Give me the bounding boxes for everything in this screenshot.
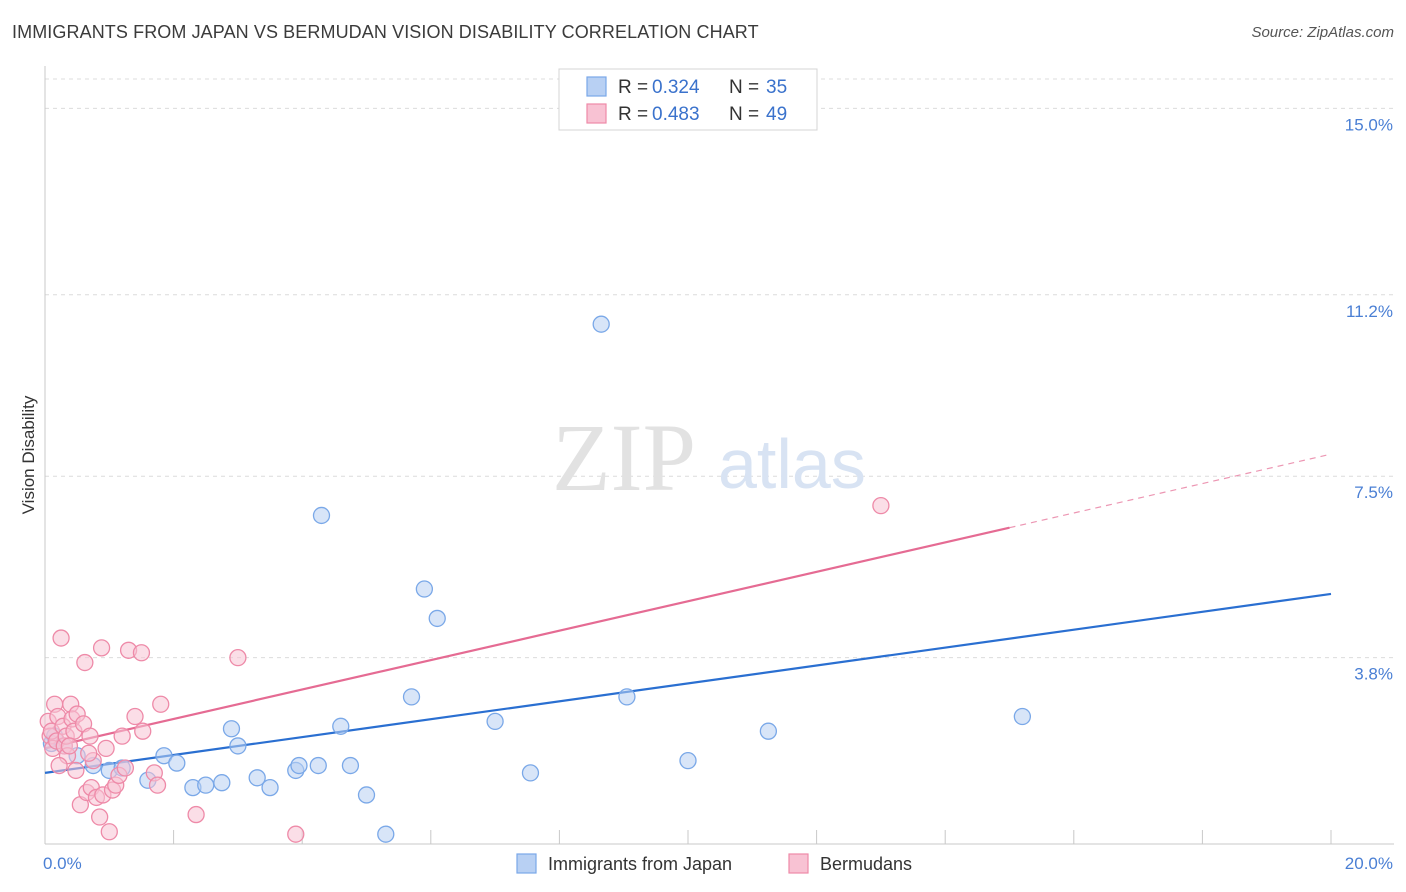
data-point: [76, 653, 94, 672]
data-point: [402, 688, 421, 706]
series-legend-label: Immigrants from Japan: [548, 854, 732, 874]
y-tick-label: 11.2%: [1346, 302, 1393, 321]
data-point: [229, 649, 247, 667]
data-point: [428, 609, 446, 628]
data-point: [187, 805, 205, 824]
data-point: [341, 756, 360, 775]
series-legend: Immigrants from Japan Bermudans: [516, 853, 912, 874]
data-point: [592, 315, 610, 333]
data-point: [97, 739, 115, 758]
data-point: [290, 756, 308, 775]
data-point: [81, 727, 99, 745]
y-tick-label: 3.8%: [1354, 665, 1393, 684]
x-tick-labels: 0.0% 20.0%: [43, 854, 1393, 873]
gridlines: [45, 78, 1394, 659]
legend-n-value: 35: [766, 77, 787, 98]
legend-r-value: 0.483: [652, 104, 700, 125]
data-point: [521, 764, 540, 782]
y-tick-labels: 3.8% 7.5% 11.2% 15.0%: [1345, 115, 1393, 683]
data-point: [332, 717, 350, 735]
trend-line-extension: [1009, 453, 1332, 529]
data-point: [872, 496, 890, 515]
x-tick-label: 0.0%: [43, 854, 82, 873]
data-point: [261, 778, 279, 797]
data-point: [80, 744, 98, 762]
watermark-atlas: atlas: [718, 425, 866, 503]
y-tick-label: 7.5%: [1354, 483, 1393, 502]
data-point: [116, 759, 135, 777]
legend-swatch: [586, 103, 607, 124]
watermark: ZIP atlas: [552, 404, 866, 511]
y-tick-label: 15.0%: [1345, 115, 1393, 134]
data-point: [52, 629, 70, 647]
data-point: [50, 756, 68, 775]
data-point: [486, 712, 504, 731]
series-legend-swatch: [788, 853, 809, 874]
series-legend-swatch: [516, 853, 537, 874]
data-point: [759, 722, 778, 740]
data-point: [126, 707, 144, 726]
chart-title: IMMIGRANTS FROM JAPAN VS BERMUDAN VISION…: [12, 22, 759, 42]
legend-swatch: [586, 76, 607, 97]
legend-r-value: 0.324: [652, 77, 700, 98]
trend-line: [44, 526, 1010, 750]
data-point: [287, 825, 305, 843]
source-label: Source: ZipAtlas.com: [1251, 24, 1394, 41]
data-point: [248, 769, 266, 787]
data-point: [377, 825, 395, 843]
legend-r-label: R =: [618, 104, 648, 125]
data-point: [91, 808, 109, 826]
data-point: [155, 747, 173, 765]
data-point: [618, 688, 636, 706]
data-point: [152, 695, 170, 713]
data-points: [39, 315, 1032, 843]
data-point: [60, 737, 79, 755]
data-point: [213, 774, 231, 792]
data-point: [312, 506, 331, 525]
data-point: [229, 737, 247, 755]
legend-n-label: N =: [729, 77, 759, 98]
data-point: [309, 756, 327, 775]
data-point: [222, 720, 241, 738]
data-point: [415, 580, 434, 598]
stats-legend: R = 0.324 N = 35 R = 0.483 N = 49: [558, 68, 818, 131]
trend-line: [44, 592, 1332, 774]
data-point: [148, 776, 167, 794]
x-tick-label: 20.0%: [1345, 854, 1393, 873]
data-point: [357, 786, 376, 804]
series-legend-label: Bermudans: [820, 854, 912, 874]
legend-r-label: R =: [618, 77, 648, 98]
watermark-zip: ZIP: [552, 404, 696, 511]
data-point: [197, 776, 215, 794]
data-point: [679, 751, 697, 770]
data-point: [168, 754, 186, 772]
data-point: [92, 639, 111, 657]
data-point: [67, 761, 85, 780]
data-point: [134, 722, 152, 740]
data-point: [100, 823, 118, 841]
data-point: [1013, 707, 1032, 726]
legend-n-label: N =: [729, 104, 759, 125]
data-point: [113, 727, 131, 745]
legend-n-value: 49: [766, 104, 787, 125]
trend-lines: [44, 453, 1332, 774]
data-point: [132, 644, 151, 662]
